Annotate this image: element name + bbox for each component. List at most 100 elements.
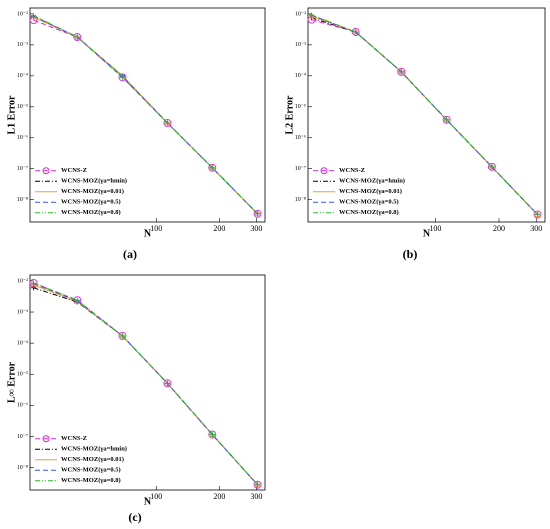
marker bbox=[30, 281, 37, 288]
y-tick-label: 10⁻² bbox=[295, 11, 306, 17]
x-tick-label: 200 bbox=[493, 224, 505, 233]
series-line bbox=[33, 283, 258, 486]
marker bbox=[444, 117, 450, 123]
legend-label: WCNS-MOZ(γa=0.01) bbox=[339, 188, 402, 195]
series-line bbox=[33, 15, 258, 215]
legend-label: WCNS-MOZ(γa=0.8) bbox=[61, 209, 121, 216]
marker bbox=[253, 480, 262, 489]
y-tick-label: 10⁻⁴ bbox=[17, 73, 28, 79]
marker bbox=[398, 69, 404, 75]
x-tick-label: 300 bbox=[530, 224, 542, 233]
marker bbox=[442, 115, 451, 124]
y-tick-label: 10⁻² bbox=[17, 278, 28, 284]
marker bbox=[534, 212, 540, 218]
y-tick-label: 10⁻⁵ bbox=[295, 104, 306, 110]
plot-frame bbox=[307, 7, 546, 223]
marker bbox=[208, 430, 217, 439]
y-tick-label: 10⁻⁵ bbox=[17, 104, 28, 110]
series-line bbox=[311, 15, 538, 215]
series-line bbox=[33, 282, 258, 486]
marker bbox=[533, 210, 542, 219]
marker bbox=[163, 379, 172, 388]
plot-frame bbox=[29, 7, 266, 223]
marker bbox=[119, 74, 125, 80]
x-tick-label: 300 bbox=[250, 224, 262, 233]
y-axis-label: L2 Error bbox=[284, 95, 295, 135]
y-tick-label: 10⁻³ bbox=[295, 42, 306, 48]
y-tick-label: 10⁻² bbox=[17, 11, 28, 17]
y-tick-label: 10⁻⁶ bbox=[17, 403, 28, 409]
marker bbox=[164, 380, 170, 386]
marker bbox=[397, 67, 406, 76]
legend-marker bbox=[42, 435, 50, 443]
series-line bbox=[33, 19, 258, 215]
y-tick-label: 10⁻³ bbox=[17, 42, 28, 48]
y-tick-label: 10⁻⁴ bbox=[17, 341, 28, 347]
marker bbox=[31, 285, 37, 291]
marker bbox=[353, 29, 359, 35]
legend-label: WCNS-MOZ(γa=0.5) bbox=[61, 199, 121, 206]
x-tick-label: 200 bbox=[213, 224, 225, 233]
marker bbox=[74, 297, 80, 303]
series-line bbox=[311, 17, 538, 215]
legend-label: WCNS-Z bbox=[61, 435, 87, 442]
y-tick-label: 10⁻⁸ bbox=[295, 197, 306, 203]
legend-label: WCNS-Z bbox=[339, 167, 365, 174]
panel-label: (c) bbox=[128, 510, 141, 524]
marker bbox=[487, 162, 496, 171]
y-tick-label: 10⁻⁷ bbox=[17, 434, 28, 440]
marker bbox=[163, 119, 172, 127]
marker bbox=[209, 432, 215, 438]
marker bbox=[255, 482, 261, 488]
y-tick-label: 10⁻⁸ bbox=[17, 197, 28, 203]
marker bbox=[255, 211, 261, 217]
marker bbox=[208, 163, 217, 172]
legend-label: WCNS-Z bbox=[61, 167, 87, 174]
x-axis-label: N bbox=[144, 228, 152, 239]
legend-label: WCNS-MOZ(γa=hmin) bbox=[61, 446, 127, 453]
legend-label: WCNS-MOZ(γa=hmin) bbox=[339, 178, 405, 185]
legend-label: WCNS-MOZ(γa=0.5) bbox=[61, 467, 121, 474]
y-axis-label: L1 Error bbox=[6, 95, 17, 135]
legend-label: WCNS-MOZ(γa=0.8) bbox=[61, 477, 121, 484]
series-line bbox=[33, 287, 258, 486]
y-tick-label: 10⁻⁷ bbox=[17, 166, 28, 172]
panel-label: (b) bbox=[403, 247, 418, 261]
series-line bbox=[311, 19, 538, 215]
marker bbox=[489, 164, 495, 170]
y-tick-label: 10⁻⁶ bbox=[17, 135, 28, 141]
y-axis-label: L∞ Error bbox=[6, 361, 17, 403]
marker bbox=[118, 332, 127, 340]
marker bbox=[209, 165, 215, 171]
y-tick-label: 10⁻³ bbox=[17, 309, 28, 315]
y-tick-label: 10⁻⁴ bbox=[295, 73, 306, 79]
y-tick-label: 10⁻⁶ bbox=[295, 135, 306, 141]
series-line bbox=[33, 284, 258, 486]
panel-label: (a) bbox=[123, 247, 137, 261]
x-tick-label: 200 bbox=[213, 492, 225, 501]
x-axis-label: N bbox=[144, 496, 152, 507]
y-tick-label: 10⁻⁵ bbox=[17, 372, 28, 378]
legend-marker bbox=[320, 167, 328, 175]
y-tick-label: 10⁻⁷ bbox=[295, 166, 306, 172]
x-tick-label: 100 bbox=[150, 492, 162, 501]
marker bbox=[74, 34, 80, 40]
legend-label: WCNS-MOZ(γa=0.8) bbox=[339, 209, 399, 216]
marker bbox=[164, 120, 170, 126]
series-line bbox=[33, 282, 258, 486]
marker bbox=[73, 33, 82, 42]
series-line bbox=[311, 14, 538, 215]
legend-label: WCNS-MOZ(γa=0.01) bbox=[61, 188, 124, 195]
plot-frame bbox=[29, 274, 266, 491]
legend-label: WCNS-MOZ(γa=0.01) bbox=[61, 456, 124, 463]
legend-marker bbox=[42, 167, 50, 175]
marker bbox=[119, 333, 125, 339]
y-tick-label: 10⁻⁸ bbox=[17, 465, 28, 471]
legend-label: WCNS-MOZ(γa=hmin) bbox=[61, 178, 127, 185]
x-tick-label: 300 bbox=[250, 492, 262, 501]
marker bbox=[309, 12, 315, 18]
marker bbox=[31, 280, 37, 286]
x-axis-label: N bbox=[423, 228, 431, 239]
legend-label: WCNS-MOZ(γa=0.5) bbox=[339, 199, 399, 206]
